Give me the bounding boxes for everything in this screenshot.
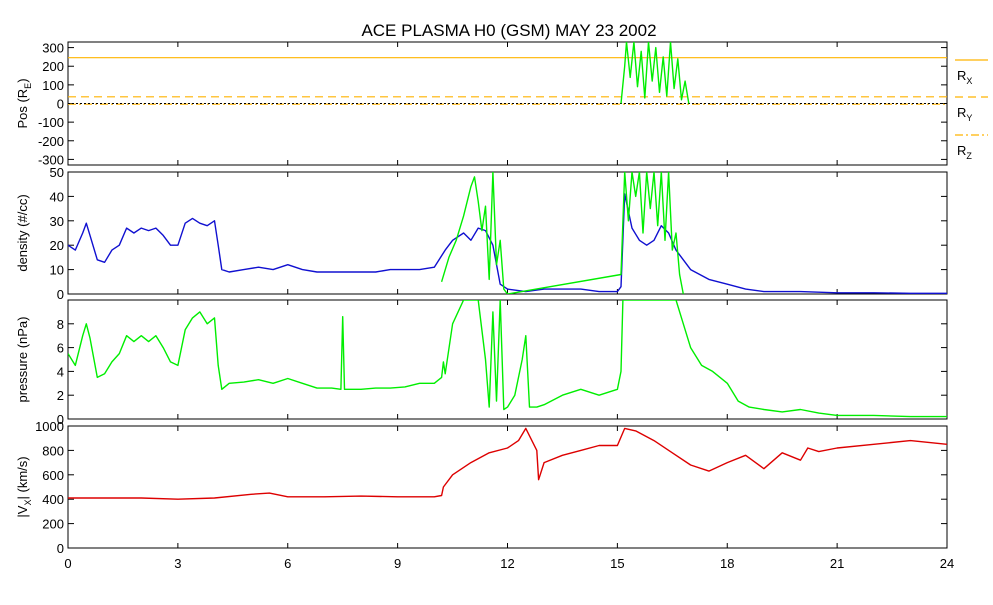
chart-title: ACE PLASMA H0 (GSM) MAY 23 2002 (361, 21, 656, 40)
y-axis-label-density: density (#/cc) (15, 194, 30, 271)
x-tick-label: 6 (284, 556, 291, 571)
y-tick-label: 30 (50, 214, 64, 229)
y-axis-label-position: Pos (RE) (15, 78, 33, 128)
y-tick-label: 40 (50, 189, 64, 204)
y-tick-label: -100 (38, 115, 64, 130)
y-axis-label-pressure: pressure (nPa) (15, 317, 30, 403)
y-tick-label: 0 (57, 97, 64, 112)
y-tick-label: 800 (42, 443, 64, 458)
y-tick-label: 200 (42, 59, 64, 74)
y-tick-label: 1000 (35, 419, 64, 434)
panel-pressure: 8 6 4 2 0 pressure (nPa) (15, 299, 948, 427)
overlay-position (620, 42, 690, 104)
y-tick-label: 100 (42, 78, 64, 93)
x-tick-label: 18 (720, 556, 734, 571)
y-tick-label: 20 (50, 238, 64, 253)
y-tick-label: 0 (57, 412, 64, 427)
panel-velocity: 1000 800 600 400 200 0 |VX| (km/s) (15, 419, 948, 556)
y-tick-label: 0 (57, 541, 64, 556)
y-tick-label: 8 (57, 317, 64, 332)
y-tick-label: -300 (38, 152, 64, 167)
x-tick-label: 21 (830, 556, 844, 571)
legend-label-z: RZ (957, 143, 972, 161)
legend-label-y: RY (957, 105, 972, 123)
x-tick-label: 12 (500, 556, 514, 571)
y-tick-label: 400 (42, 492, 64, 507)
x-tick-label: 3 (174, 556, 181, 571)
y-tick-label: 50 (50, 165, 64, 180)
y-tick-label: 4 (57, 364, 64, 379)
y-axis-label-velocity: |VX| (km/s) (15, 456, 33, 517)
series-pressure (68, 300, 947, 418)
x-tick-label: 0 (64, 556, 71, 571)
x-tick-label: 9 (394, 556, 401, 571)
y-tick-label: 200 (42, 517, 64, 532)
y-tick-label: 300 (42, 41, 64, 56)
x-axis: 0 3 6 9 12 15 18 21 24 (64, 556, 954, 571)
legend-label-x: RX (957, 68, 972, 86)
y-tick-label: 2 (57, 388, 64, 403)
x-tick-label: 15 (610, 556, 624, 571)
panel-density: 50 40 30 20 10 0 density (#/cc) (15, 165, 948, 302)
y-tick-label: 600 (42, 468, 64, 483)
y-tick-label: 6 (57, 341, 64, 356)
y-tick-label: 10 (50, 263, 64, 278)
x-tick-label: 24 (940, 556, 954, 571)
y-tick-label: 0 (57, 287, 64, 302)
legend: RX RY RZ (955, 59, 988, 161)
series-density (68, 193, 947, 294)
y-tick-label: -200 (38, 134, 64, 149)
series-vx (68, 427, 947, 500)
overlay-density (440, 172, 684, 294)
panel-position: 300 200 100 0 -100 -200 -300 Pos (RE) (15, 41, 948, 167)
